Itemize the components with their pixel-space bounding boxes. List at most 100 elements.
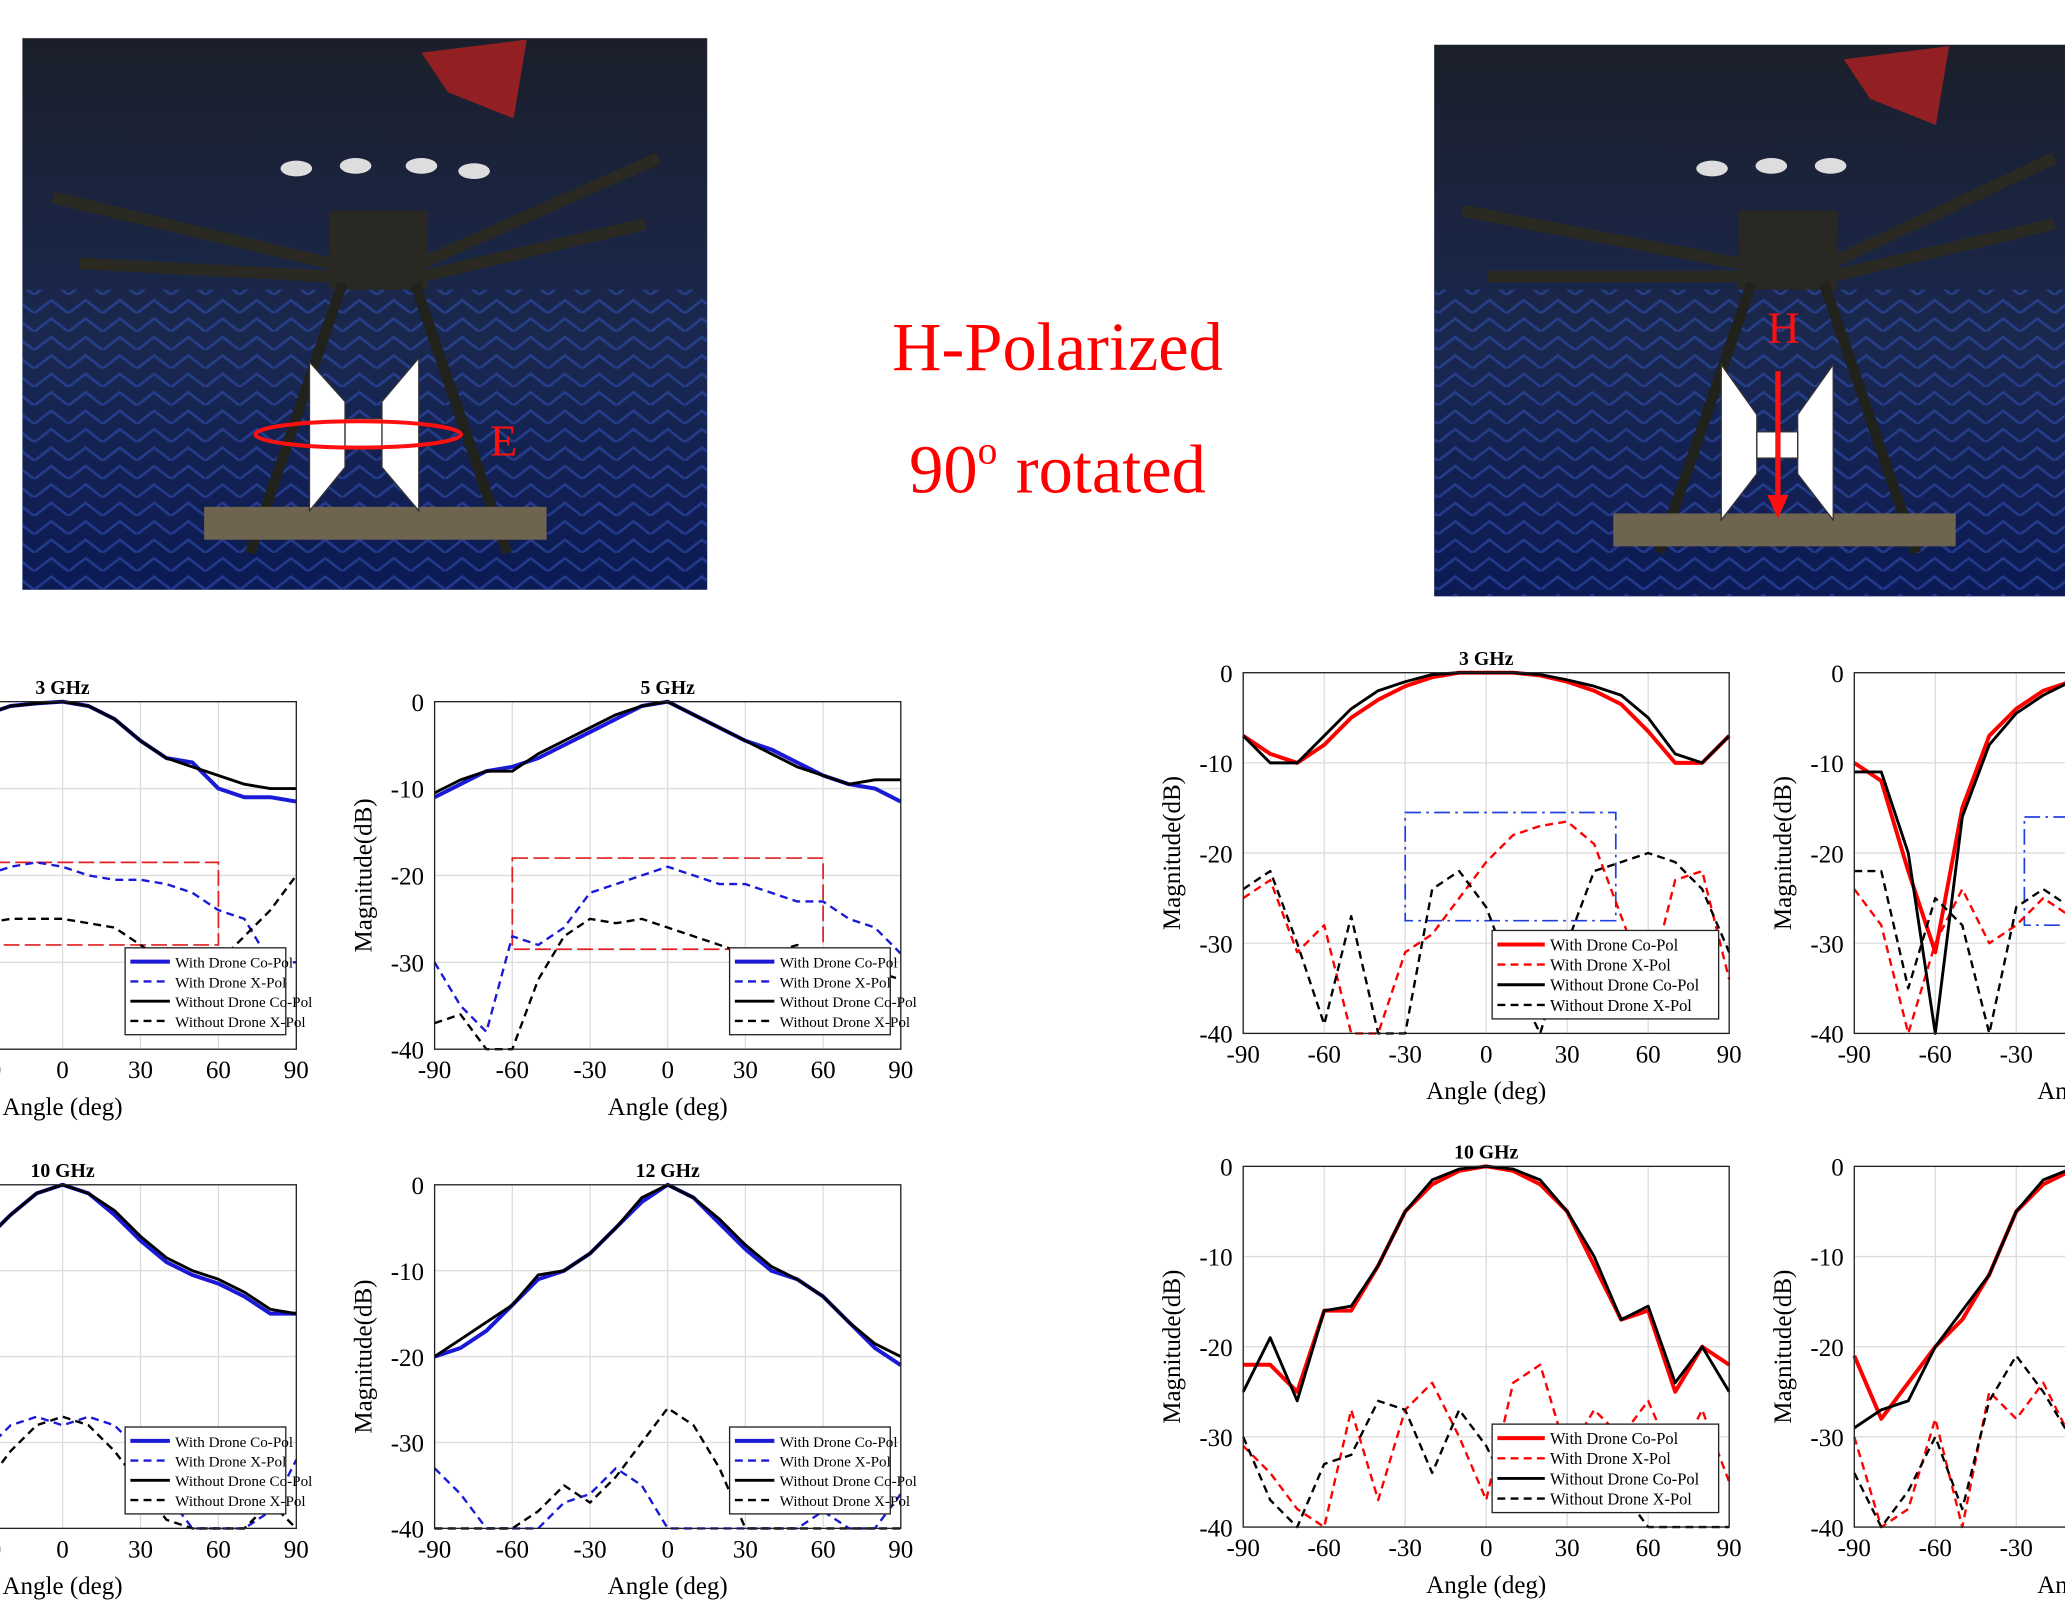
x-tick-label: 90	[888, 1536, 913, 1563]
x-tick-label: 0	[661, 1057, 674, 1084]
legend-box	[728, 947, 891, 1036]
caption-number: 90	[909, 431, 977, 507]
x-tick-label: -30	[0, 1057, 1, 1084]
legend-label: Without Drone Co-Pol	[780, 995, 917, 1011]
chart: -40-30-20-100-90-60-300306090Angle (deg)…	[1770, 661, 2065, 1105]
x-axis-label: Angle (deg)	[1426, 1078, 1546, 1105]
caption-line: H-Polarized	[892, 309, 1223, 385]
photo-label: H	[1767, 302, 1799, 352]
y-axis-label: Magnitude(dB)	[1770, 1270, 1797, 1424]
x-tick-label: -90	[418, 1057, 451, 1084]
chart-title: 3 GHz	[35, 677, 90, 699]
y-tick-label: -30	[391, 951, 424, 978]
x-tick-label: -60	[496, 1536, 529, 1563]
plot-frame	[0, 701, 297, 1050]
chart: -40 -30 -20 -10 0 -90 -60 -30 0 30 60 90 10 GHz Angle…	[1159, 1141, 1742, 1598]
x-tick-label: -30	[2000, 1535, 2033, 1562]
x-tick-label: 90	[284, 1057, 309, 1084]
x-tick-label: -30	[2000, 1041, 2033, 1068]
y-tick-label: -10	[1810, 1245, 1843, 1272]
x-tick-label: -90	[1838, 1041, 1871, 1068]
legend-label: With Drone X-Pol	[780, 1455, 891, 1471]
x-tick-label: -60	[1308, 1535, 1341, 1562]
y-tick-label: -40	[391, 1037, 424, 1064]
x-tick-label: 90	[1717, 1535, 1742, 1562]
y-tick-label: 0	[412, 690, 425, 717]
legend-label: Without Drone Co-Pol	[175, 995, 312, 1011]
x-tick-label: 90	[1717, 1041, 1742, 1068]
y-tick-label: -10	[1199, 1245, 1232, 1272]
legend-label: Without Drone X-Pol	[1550, 1489, 1692, 1508]
legend-label: With Drone Co-Pol	[1550, 935, 1679, 954]
y-tick-label: -30	[1810, 931, 1843, 958]
y-tick-label: -10	[391, 777, 424, 804]
chart: -40 -30 -20 -10 0 -90 -60 -30 0 30 60 90 5 GHz Angle …	[350, 677, 916, 1121]
y-tick-label: -10	[391, 1259, 424, 1286]
x-tick-label: 60	[811, 1536, 836, 1563]
x-tick-label: -90	[418, 1536, 451, 1563]
legend-label: With Drone X-Pol	[1550, 1449, 1671, 1468]
x-axis-label: Angle (deg)	[2037, 1572, 2065, 1599]
x-tick-label: 0	[56, 1536, 69, 1563]
x-axis-label: Angle (deg)	[608, 1573, 728, 1600]
legend-label: With Drone Co-Pol	[175, 956, 293, 972]
x-tick-label: -90	[1227, 1535, 1260, 1562]
x-tick-label: 30	[733, 1536, 758, 1563]
chart-title: 3 GHz	[1459, 648, 1514, 670]
x-tick-label: 60	[206, 1057, 231, 1084]
chart: -40 -30 -20 -10 0 -90 -60 -30 0 30 60 90 12 GHz Angle…	[350, 1160, 916, 1600]
x-tick-label: 60	[811, 1057, 836, 1084]
x-tick-label: -30	[573, 1057, 606, 1084]
caption-superscript: o	[978, 428, 998, 472]
y-axis-label: Magnitude(dB)	[350, 1280, 377, 1434]
x-axis-label: Angle (deg)	[2, 1573, 122, 1600]
highlight-box	[2023, 816, 2065, 927]
y-tick-label: -40	[391, 1517, 424, 1544]
chart-title: 10 GHz	[1454, 1141, 1518, 1163]
legend-label: With Drone Co-Pol	[780, 1435, 898, 1451]
photo-right: H	[1434, 44, 2065, 597]
plot-frame	[1853, 1165, 2065, 1528]
y-tick-label: -40	[1199, 1515, 1232, 1542]
highlight-box	[1404, 811, 1617, 922]
y-tick-label: -40	[1810, 1022, 1843, 1049]
x-tick-label: 0	[56, 1057, 69, 1084]
y-tick-label: -20	[1810, 1335, 1843, 1362]
y-tick-label: -10	[1199, 751, 1232, 778]
y-tick-label: -30	[1199, 1425, 1232, 1452]
photo-left: E	[22, 38, 708, 590]
series-line	[1853, 887, 2065, 1035]
highlight-box	[511, 857, 824, 951]
y-tick-label: 0	[1220, 661, 1233, 688]
legend-label: Without Drone X-Pol	[780, 1494, 910, 1510]
x-axis-label: Angle (deg)	[1426, 1572, 1546, 1599]
x-axis-label: Angle (deg)	[2, 1094, 122, 1121]
series-line	[1853, 1169, 2065, 1430]
x-tick-label: 30	[1555, 1535, 1580, 1562]
series-line	[0, 861, 297, 964]
series-line	[433, 865, 902, 1034]
legend-label: Without Drone Co-Pol	[1550, 976, 1700, 995]
x-tick-label: 90	[284, 1536, 309, 1563]
x-tick-label: 30	[128, 1057, 153, 1084]
x-tick-label: 30	[1555, 1041, 1580, 1068]
plot-frame	[1853, 672, 2065, 1035]
plot-frame	[433, 1184, 902, 1530]
y-tick-label: -40	[1810, 1515, 1843, 1542]
legend-label: With Drone Co-Pol	[175, 1435, 293, 1451]
x-tick-label: -90	[1838, 1535, 1871, 1562]
y-tick-label: -30	[1810, 1425, 1843, 1452]
legend-label: With Drone Co-Pol	[780, 956, 898, 972]
y-tick-label: -20	[391, 1345, 424, 1372]
x-tick-label: -60	[1308, 1041, 1341, 1068]
x-tick-label: 30	[128, 1536, 153, 1563]
legend-label: With Drone X-Pol	[175, 975, 286, 991]
legend-label: With Drone X-Pol	[175, 1455, 286, 1471]
legend-label: Without Drone X-Pol	[1550, 996, 1692, 1015]
series-line	[1853, 681, 2065, 955]
y-tick-label: -20	[1810, 841, 1843, 868]
series-line	[1854, 869, 2065, 1035]
